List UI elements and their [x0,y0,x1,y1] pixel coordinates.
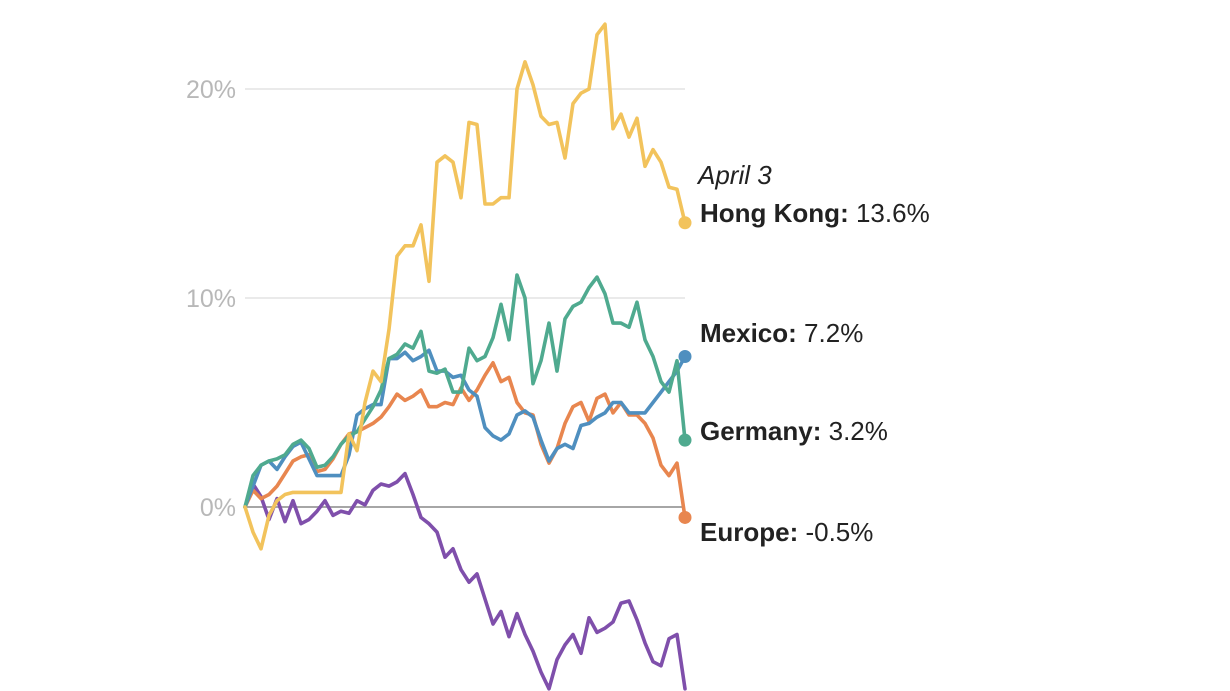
series-end-dot [678,350,692,364]
series-line [243,471,687,691]
series-name-colon: : [840,198,856,228]
series-line [243,348,687,509]
series-end-dot [678,216,692,230]
y-tick-label: 10% [186,285,236,313]
y-tick-label: 20% [186,76,236,104]
series-name: Mexico [700,318,788,348]
date-label: April 3 [696,160,772,190]
series-end-value: 13.6% [856,198,930,228]
series-name: Europe [700,517,790,547]
y-tick-label: 0% [200,494,236,522]
y-axis-tick-labels: 0% 10% 20% [186,76,236,522]
series-end-dots [678,216,692,524]
series-end-label: Hong Kong: 13.6% [700,198,930,228]
series-end-dot [678,433,692,447]
series-end-dot [678,510,692,524]
series-line [243,273,687,509]
series-end-value: -0.5% [805,517,873,547]
series-line [243,22,687,551]
series-end-value: 3.2% [829,416,888,446]
series-name: Hong Kong [700,198,840,228]
series-end-label: Mexico: 7.2% [700,318,863,348]
series-lines [243,22,687,691]
series-name: Germany [700,416,813,446]
series-end-value: 7.2% [804,318,863,348]
series-line [243,361,687,520]
series-name-colon: : [788,318,804,348]
series-name-colon: : [790,517,806,547]
series-end-label: Germany: 3.2% [700,416,888,446]
series-name-colon: : [813,416,829,446]
series-end-label: Europe: -0.5% [700,517,873,547]
series-end-labels: Hong Kong: 13.6% Mexico: 7.2% Germany: 3.2… [700,198,930,547]
